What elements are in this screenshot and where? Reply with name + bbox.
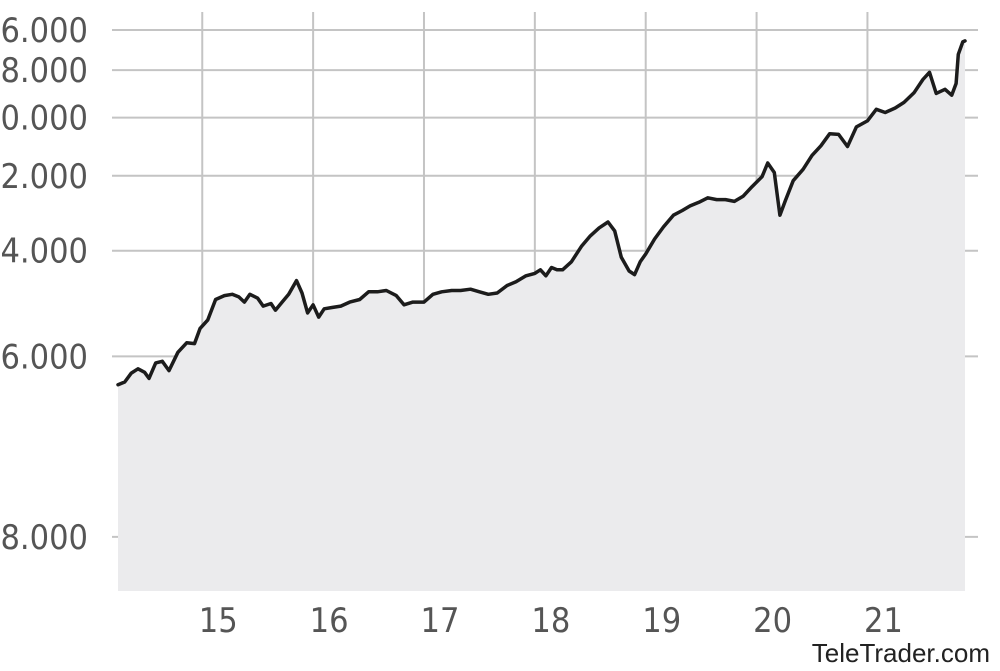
x-tick-label: 16 [310,601,349,641]
x-tick-label: 18 [531,601,570,641]
price-line [116,39,967,387]
y-tick-label: 24.000 [0,232,88,272]
y-tick-label: 32.000 [0,157,88,197]
x-tick-label: 20 [753,601,792,641]
y-tick-label: 48.000 [0,51,88,91]
y-tick-label: 40.000 [0,99,88,139]
x-tick-label: 17 [421,601,460,641]
x-axis-tick-labels: 15 16 17 18 19 20 21 [199,601,903,641]
x-tick-label: 19 [642,601,681,641]
price-area [116,39,967,591]
watermark-logo-text: TeleTrader.com [811,638,990,668]
y-tick-label: 8.000 [0,518,88,558]
x-tick-label: 15 [199,601,238,641]
y-tick-label: 16.000 [0,337,88,377]
price-area-fill [118,40,965,591]
x-tick-label: 21 [864,601,903,641]
y-axis-tick-labels: 8.000 16.000 24.000 32.000 40.000 48.00056.00… [0,11,88,558]
y-tick-label: 56.000 [0,11,88,51]
